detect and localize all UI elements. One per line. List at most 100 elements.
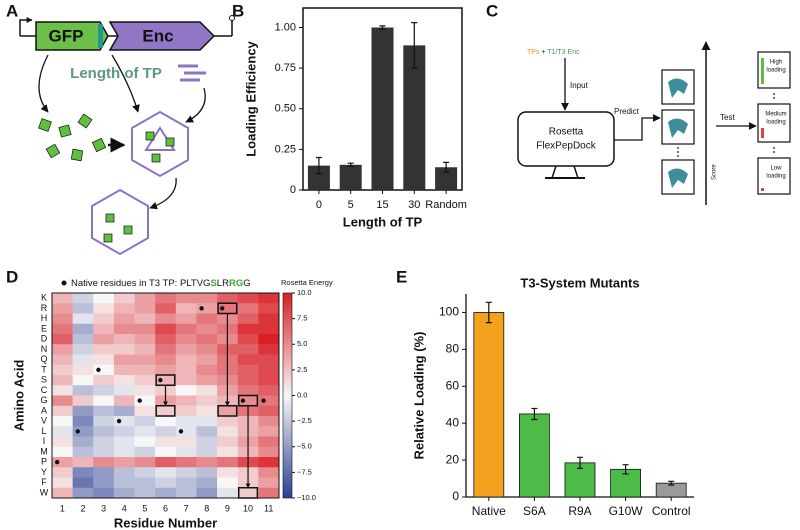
heatmap-cell xyxy=(52,344,73,355)
native-residue: G xyxy=(236,278,243,289)
heatmap-cell xyxy=(196,416,218,427)
heatmap-cell xyxy=(134,334,156,345)
heatmap-cell xyxy=(72,375,94,386)
error-bar xyxy=(347,162,354,168)
heatmap-cell xyxy=(93,344,115,355)
bar xyxy=(435,167,458,190)
y-tick-label: H xyxy=(41,313,48,323)
heatmap-cell xyxy=(52,467,73,478)
heatmap-cell xyxy=(175,395,197,407)
error-bar xyxy=(379,25,386,30)
heatmap-cell xyxy=(217,416,239,427)
x-tick-label: 9 xyxy=(225,503,230,513)
panel-label: A xyxy=(6,1,18,20)
heatmap-cell xyxy=(196,334,218,345)
heatmap-cell xyxy=(196,385,218,396)
heatmap-cell xyxy=(237,303,259,314)
heatmap-cell xyxy=(196,405,218,417)
heatmap-cell xyxy=(72,467,94,478)
native-residue: T xyxy=(191,278,197,289)
heatmap-cell xyxy=(237,313,259,325)
heatmap-cell xyxy=(155,323,177,335)
y-tick-label: Y xyxy=(41,467,47,477)
heatmap-cell xyxy=(217,477,239,489)
native-residue: G xyxy=(243,278,250,289)
heatmap-cell xyxy=(113,405,135,417)
legend-marker xyxy=(61,280,67,286)
native-dot xyxy=(220,306,225,311)
heatmap-cell xyxy=(175,303,197,314)
heatmap-cell xyxy=(217,426,239,437)
result-text: High xyxy=(770,60,782,66)
score-text: Score xyxy=(712,164,718,180)
heatmap-cell xyxy=(258,416,280,427)
heatmap-cell xyxy=(258,385,280,396)
y-tick-label: N xyxy=(41,344,48,354)
heatmap-cell xyxy=(196,293,218,304)
heatmap-cell xyxy=(93,457,115,468)
heatmap-cell xyxy=(237,364,259,376)
input-text: Input xyxy=(570,81,589,90)
colorbar-tick-label: −2.5 xyxy=(297,416,312,425)
heatmap-cell xyxy=(175,416,197,427)
heatmap-cell xyxy=(52,323,73,335)
heatmap-cell xyxy=(155,446,177,458)
x-tick-label: 0 xyxy=(316,199,322,211)
y-tick-label: E xyxy=(41,323,47,333)
heatmap-cell xyxy=(113,446,135,458)
bar xyxy=(519,413,550,498)
panel-label: D xyxy=(6,267,18,286)
heatmap-cell xyxy=(72,303,94,314)
error-bar xyxy=(485,301,492,324)
heatmap-cell xyxy=(93,354,115,366)
heatmap-cell xyxy=(52,416,73,427)
input-label: TPs xyxy=(527,49,540,56)
heatmap-cell xyxy=(196,457,218,468)
native-dot xyxy=(158,377,163,383)
heatmap-cell xyxy=(134,364,156,376)
heatmap-cell xyxy=(175,293,197,304)
heatmap-cell xyxy=(52,354,73,366)
x-tick-label: 1 xyxy=(60,503,65,513)
heatmap-frame xyxy=(51,292,280,499)
native-residue: S xyxy=(210,278,216,289)
x-tick-label: Control xyxy=(652,504,691,518)
error-bar xyxy=(668,480,675,486)
x-tick-label: Random xyxy=(425,199,467,211)
heatmap-cell xyxy=(217,436,239,448)
bar xyxy=(403,45,426,190)
heatmap-cell xyxy=(196,487,218,499)
heatmap-cell xyxy=(52,293,73,304)
native-dot xyxy=(199,306,204,311)
native-residue: R xyxy=(222,278,229,289)
svg-text:TPs + T1/T3 Enc: TPs + T1/T3 Enc xyxy=(527,49,580,56)
heatmap-cell xyxy=(237,334,259,345)
heatmap-cell xyxy=(93,323,115,335)
result-text: loading xyxy=(766,174,785,180)
x-tick-label: 11 xyxy=(264,503,273,513)
heatmap-cell xyxy=(237,344,259,355)
y-tick-label: A xyxy=(41,405,47,415)
heatmap-cell xyxy=(113,436,135,448)
heatmap-cell xyxy=(134,395,156,407)
heatmap-cell xyxy=(52,487,73,499)
legend-label: Native residues in T3 TP: xyxy=(71,278,180,289)
y-tick-label: K xyxy=(41,293,47,303)
heatmap-cell xyxy=(258,334,280,345)
heatmap-cell xyxy=(72,344,94,355)
y-tick-label: 0.25 xyxy=(275,143,296,155)
heatmap-cell xyxy=(175,323,197,335)
heatmap-cell xyxy=(237,293,259,304)
heatmap-cell xyxy=(72,364,94,376)
y-tick-label: 0 xyxy=(290,184,296,196)
heatmap-cell xyxy=(113,467,135,478)
heatmap-cell xyxy=(196,323,218,335)
heatmap-cell xyxy=(93,416,115,427)
heatmap-cell xyxy=(258,426,280,437)
y-tick-label: 80 xyxy=(446,342,460,356)
heatmap-cell xyxy=(134,477,156,489)
heatmap-cell xyxy=(258,477,280,489)
colorbar-tick-label: −5.0 xyxy=(297,442,312,451)
x-tick-label: Native xyxy=(472,504,506,518)
